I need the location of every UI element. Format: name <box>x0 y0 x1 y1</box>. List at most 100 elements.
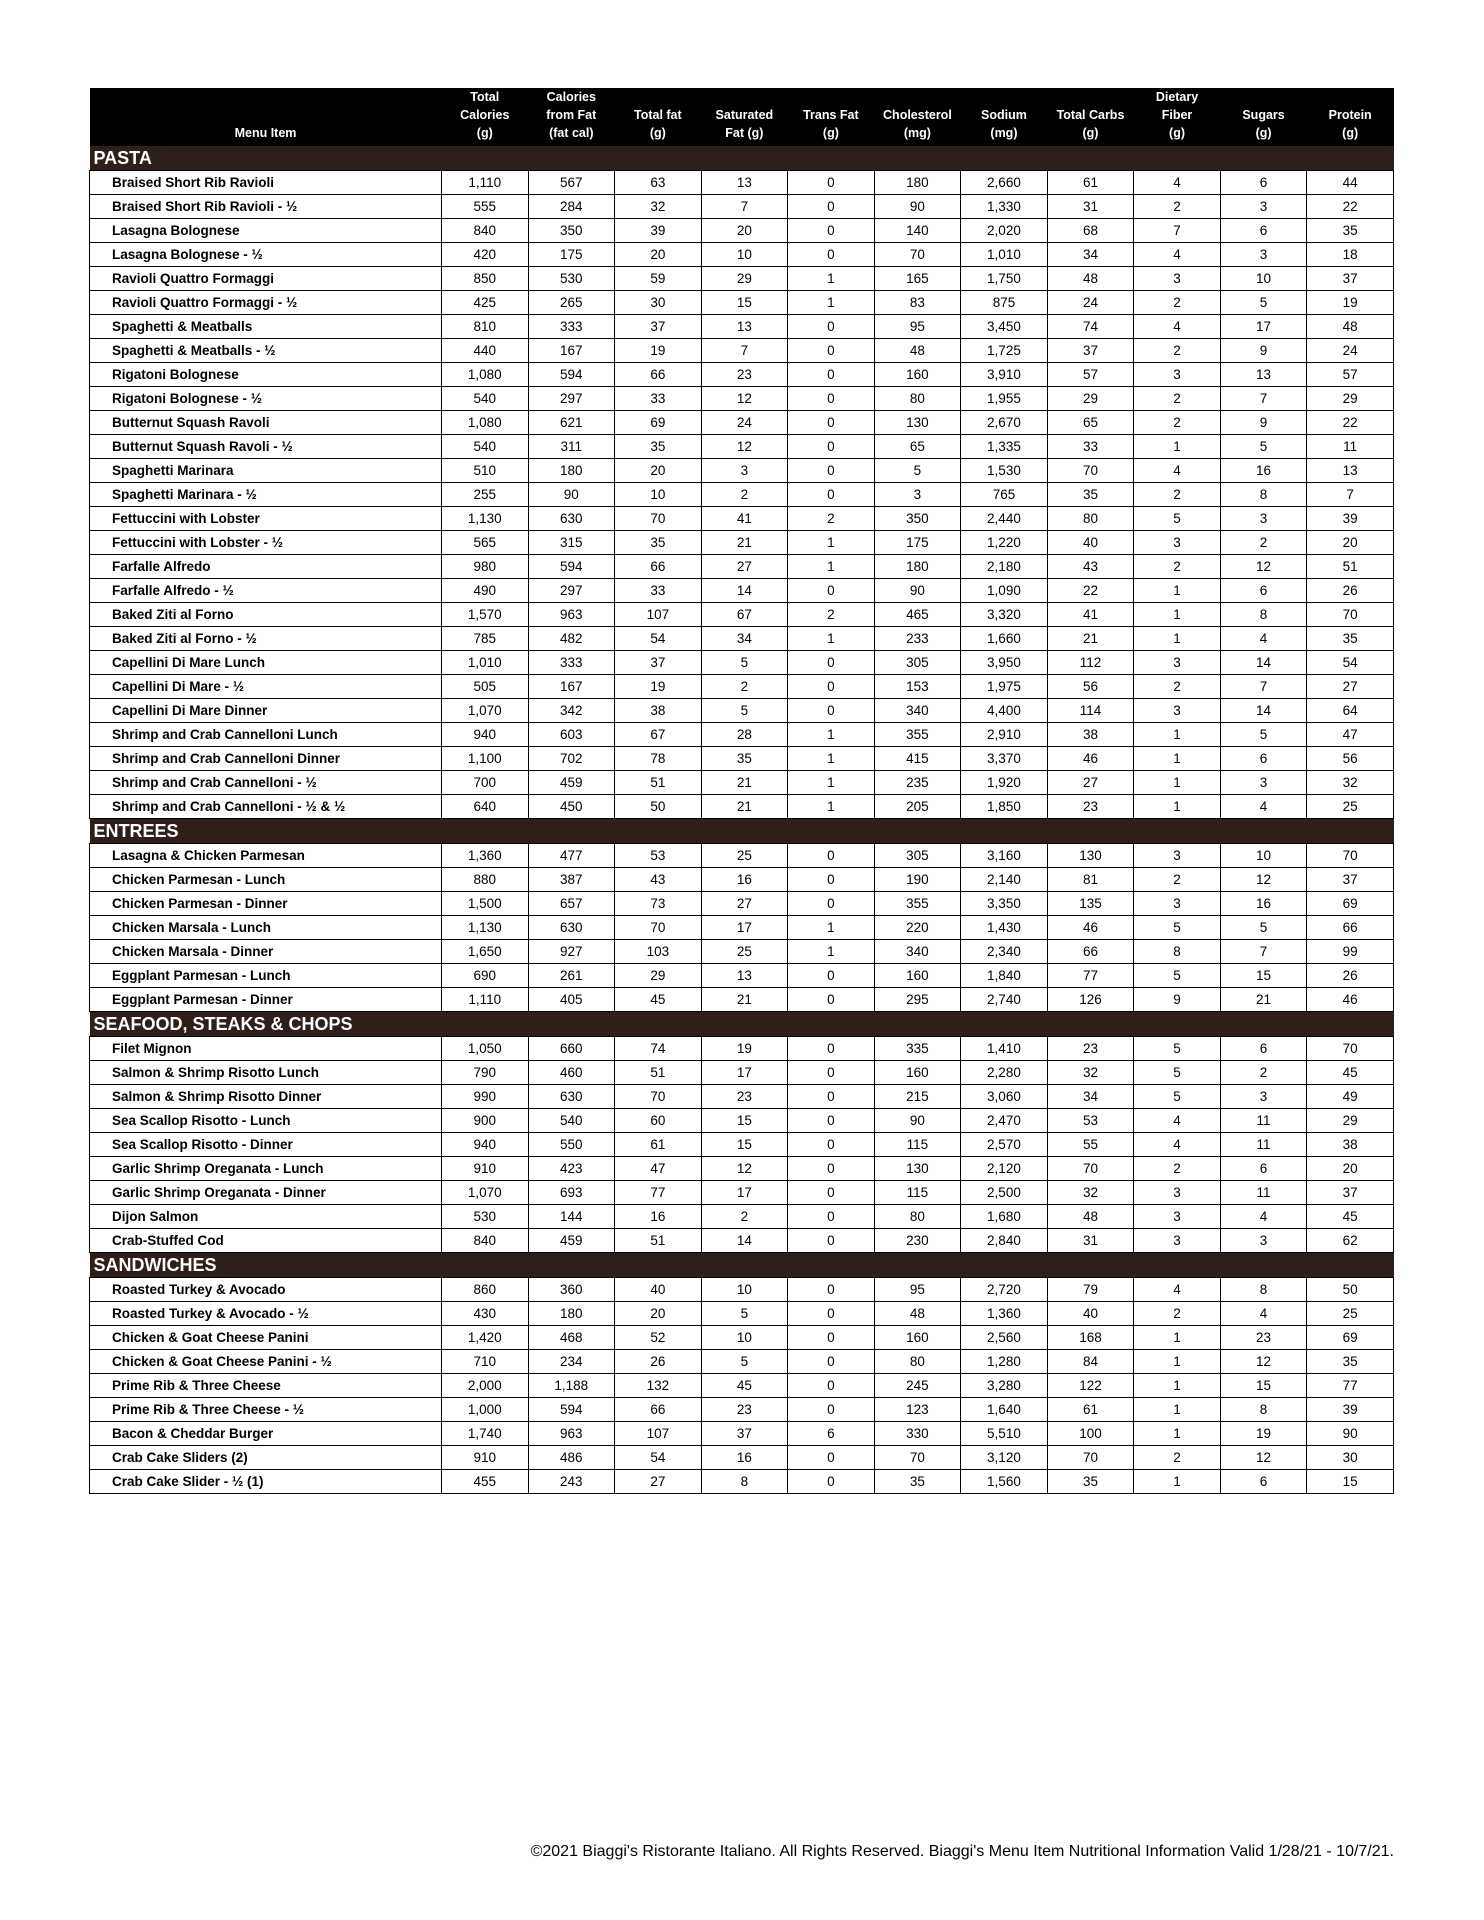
nutrient-value: 99 <box>1306 939 1394 964</box>
nutrient-value: 3 <box>1133 698 1221 723</box>
nutrient-value: 230 <box>873 1228 962 1253</box>
nutrient-value: 21 <box>1219 987 1308 1012</box>
table-row: Shrimp and Crab Cannelloni - ½ 700 459 51 21… <box>89 770 1394 795</box>
menu-item-name: Capellini Di Mare Dinner <box>89 698 442 723</box>
section-title: ENTREES <box>89 818 1394 844</box>
nutrient-value: 2,840 <box>960 1228 1048 1253</box>
nutrient-value: 2,340 <box>960 939 1048 964</box>
nutrient-value: 594 <box>527 362 616 387</box>
nutrient-value: 5 <box>700 1349 789 1374</box>
nutrient-value: 0 <box>787 578 875 603</box>
nutrient-value: 2,500 <box>960 1180 1048 1205</box>
nutrient-value: 3 <box>1133 1228 1221 1253</box>
menu-item-name: Crab Cake Sliders (2) <box>89 1445 442 1470</box>
nutrient-value: 12 <box>1219 554 1308 579</box>
menu-item-name: Shrimp and Crab Cannelloni - ½ <box>89 770 442 795</box>
nutrient-value: 34 <box>700 626 789 651</box>
table-row: Lasagna & Chicken Parmesan 1,360 477 53 25 0 3… <box>89 843 1394 868</box>
nutrient-value: 43 <box>614 867 702 892</box>
nutrient-value: 1 <box>1133 1469 1221 1494</box>
nutrient-value: 23 <box>700 1084 789 1109</box>
menu-item-name: Sea Scallop Risotto - Lunch <box>89 1108 442 1133</box>
nutrient-value: 1,070 <box>441 1180 529 1205</box>
nutrient-value: 0 <box>787 1084 875 1109</box>
nutrient-value: 17 <box>700 1180 789 1205</box>
nutrient-value: 66 <box>614 554 702 579</box>
nutrient-value: 54 <box>1306 650 1394 675</box>
nutrient-value: 2 <box>787 602 875 627</box>
nutrient-value: 265 <box>527 290 616 315</box>
nutrient-value: 13 <box>1219 362 1308 387</box>
nutrient-value: 16 <box>700 1445 789 1470</box>
nutrient-value: 297 <box>527 578 616 603</box>
nutrient-value: 62 <box>1306 1228 1394 1253</box>
nutrient-value: 1,410 <box>960 1036 1048 1061</box>
nutrient-value: 2,570 <box>960 1132 1048 1157</box>
nutrient-value: 1 <box>1133 1349 1221 1374</box>
nutrient-value: 7 <box>1219 674 1308 699</box>
nutrient-value: 35 <box>873 1469 962 1494</box>
nutrient-value: 39 <box>1306 506 1394 531</box>
nutrient-value: 68 <box>1046 218 1135 243</box>
nutrient-value: 66 <box>1306 915 1394 940</box>
nutrient-value: 160 <box>873 362 962 387</box>
nutrient-value: 0 <box>787 1349 875 1374</box>
nutrient-value: 160 <box>873 963 962 988</box>
column-header: Cholesterol (mg) <box>874 88 961 146</box>
nutrient-value: 1 <box>1133 1373 1221 1398</box>
nutrient-value: 70 <box>873 242 962 267</box>
nutrient-value: 1,335 <box>960 434 1048 459</box>
menu-item-name: Spaghetti Marinara - ½ <box>89 482 442 507</box>
nutrient-value: 53 <box>614 843 702 868</box>
nutrient-value: 59 <box>614 266 702 291</box>
nutrient-value: 8 <box>1219 1397 1308 1422</box>
nutrient-value: 1,280 <box>960 1349 1048 1374</box>
nutrient-value: 31 <box>1046 1228 1135 1253</box>
nutrient-value: 19 <box>614 338 702 363</box>
nutrient-value: 83 <box>873 290 962 315</box>
nutrient-value: 28 <box>700 722 789 747</box>
nutrient-value: 180 <box>527 1301 616 1326</box>
nutrient-value: 875 <box>960 290 1048 315</box>
nutrient-value: 245 <box>873 1373 962 1398</box>
nutrient-value: 53 <box>1046 1108 1135 1133</box>
nutrient-value: 52 <box>614 1325 702 1350</box>
nutrient-value: 1,955 <box>960 386 1048 411</box>
menu-item-name: Butternut Squash Ravoli <box>89 410 442 435</box>
nutrient-value: 0 <box>787 1397 875 1422</box>
menu-item-name: Prime Rib & Three Cheese <box>89 1373 442 1398</box>
nutrient-value: 6 <box>1219 1156 1308 1181</box>
nutrient-value: 2 <box>1219 1060 1308 1085</box>
nutrient-value: 540 <box>441 434 529 459</box>
table-row: Rigatoni Bolognese - ½ 540 297 33 12 0 80 1,955… <box>89 386 1394 411</box>
nutrient-value: 765 <box>960 482 1048 507</box>
nutrient-value: 160 <box>873 1060 962 1085</box>
nutrient-value: 1 <box>787 915 875 940</box>
table-row: Chicken Parmesan - Lunch 880 387 43 16 0 190 2,… <box>89 867 1394 892</box>
nutrient-value: 284 <box>527 194 616 219</box>
nutrient-value: 10 <box>700 242 789 267</box>
nutrient-value: 35 <box>700 746 789 771</box>
nutrient-value: 0 <box>787 482 875 507</box>
nutrient-value: 2 <box>700 1204 789 1229</box>
nutrient-value: 0 <box>787 434 875 459</box>
table-row: Ravioli Quattro Formaggi - ½ 425 265 30 15 1 8… <box>89 290 1394 315</box>
nutrient-value: 360 <box>527 1277 616 1302</box>
nutrient-value: 1,570 <box>441 602 529 627</box>
nutrient-value: 2,560 <box>960 1325 1048 1350</box>
nutrient-value: 65 <box>1046 410 1135 435</box>
nutrient-value: 3 <box>1133 1204 1221 1229</box>
nutrient-value: 35 <box>1306 626 1394 651</box>
nutrient-value: 459 <box>527 770 616 795</box>
nutrient-value: 690 <box>441 963 529 988</box>
nutrient-value: 115 <box>873 1180 962 1205</box>
nutrient-value: 66 <box>614 1397 702 1422</box>
table-row: Sea Scallop Risotto - Lunch 900 540 60 15 0 90… <box>89 1108 1394 1133</box>
nutrient-value: 0 <box>787 218 875 243</box>
nutrient-value: 112 <box>1046 650 1135 675</box>
nutrient-value: 3,120 <box>960 1445 1048 1470</box>
nutrient-value: 1,500 <box>441 891 529 916</box>
nutrient-value: 2 <box>1133 290 1221 315</box>
nutrient-value: 1,010 <box>960 242 1048 267</box>
nutrient-value: 455 <box>441 1469 529 1494</box>
